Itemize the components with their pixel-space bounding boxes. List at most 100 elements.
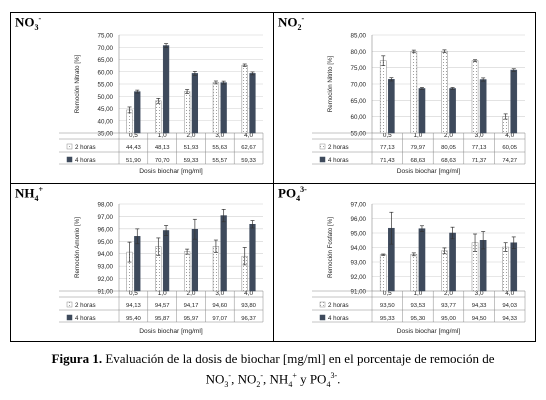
x-axis-label: Dosis biochar [mg/ml] [397,328,461,335]
y-tick-label: 70,00 [98,45,114,52]
y-tick-label: 95,00 [351,231,367,238]
x-tick-label: 0,5 [129,290,138,297]
data-label: 94,33 [472,303,487,309]
data-label: 94,57 [155,303,170,309]
bar-4-horas [134,91,141,134]
bar-2-horas [212,246,220,292]
legend-label: 2 horas [75,302,96,309]
data-label: 44,43 [126,145,141,151]
x-tick-label: 0,5 [383,132,392,139]
bar-4-horas [162,230,170,292]
data-label: 68,63 [411,158,426,164]
x-tick-label: 3,0 [215,290,224,297]
legend-label: 4 horas [328,315,349,322]
bar-4-horas [418,88,426,134]
y-tick-label: 75,00 [98,33,114,40]
bar-4-horas [249,73,256,134]
y-tick-label: 55,00 [351,131,367,138]
y-tick-label: 60,00 [351,114,367,121]
x-tick-label: 4,0 [244,290,253,297]
y-tick-label: 80,00 [351,49,367,56]
data-label: 77,13 [380,145,395,151]
bar-4-horas [220,82,227,134]
panel-phosphate: PO43- 91,00 92,00 93,00 94,00 95,00 96,00 97,0… [274,184,535,341]
panel-label: NH4+ [15,185,44,203]
x-tick-label: 3,0 [475,290,484,297]
bar-4-horas [449,232,456,292]
y-tick-label: 94,00 [351,245,367,252]
y-tick-label: 75,00 [351,65,367,72]
bar-4-horas [510,69,518,134]
legend-swatch-4-horas [319,156,326,163]
caption-label: Figura 1. [51,351,103,366]
x-axis-label: Dosis biochar [mg/ml] [139,328,203,335]
bar-4-horas [191,73,199,134]
bar-4-horas [418,228,426,292]
bar-4-horas [510,242,518,292]
bar-2-horas [410,51,418,134]
bar-2-horas [502,246,509,292]
bar-4-horas [449,88,456,134]
data-label: 94,13 [126,303,141,309]
y-tick-label: 93,00 [351,260,367,267]
y-axis-label: Remoción Amonio [%] [74,217,81,278]
data-label: 94,33 [502,316,517,322]
data-label: 93,50 [380,303,395,309]
legend-swatch-2-horas [319,143,326,150]
x-tick-label: 4,0 [505,132,514,139]
data-label: 95,33 [380,316,395,322]
panel-label: NO3- [15,14,42,32]
data-label: 59,33 [184,158,199,164]
data-label: 97,07 [212,316,227,322]
bar-4-horas [479,79,487,134]
x-tick-label: 0,5 [129,132,138,139]
bar-4-horas [249,224,256,292]
legend-swatch-4-horas [66,314,73,321]
x-tick-label: 2,0 [187,290,196,297]
data-label: 68,63 [441,158,456,164]
data-label: 94,50 [472,316,487,322]
bar-2-horas [212,82,220,134]
data-label: 95,00 [441,316,456,322]
x-tick-label: 1,0 [158,132,167,139]
bar-2-horas [471,60,479,134]
data-label: 74,27 [502,158,517,164]
y-axis-label: Remoción Nitrato [%] [74,54,81,113]
y-tick-label: 91,00 [98,289,114,296]
caption-line1: Evaluación de la dosis de biochar [mg/ml… [105,351,495,366]
chart-nitrite: 55,00 60,00 65,00 70,00 75,00 80,00 85,00 Remoc… [312,33,526,175]
panel-divider-horizontal [11,183,535,184]
bar-4-horas [220,215,227,292]
caption-line2: NO3-, NO2-, NH4+ y PO43-. [205,371,341,389]
y-tick-label: 92,00 [98,276,114,283]
figure-caption: Figura 1. Evaluación de la dosis de bioc… [10,350,536,393]
x-tick-label: 1,0 [158,290,167,297]
data-label: 48,13 [155,145,170,151]
y-tick-label: 45,00 [98,106,114,113]
data-label: 95,97 [184,316,199,322]
y-tick-label: 85,00 [351,33,367,40]
x-tick-label: 0,5 [383,290,392,297]
legend-swatch-4-horas [66,156,73,163]
y-axis-label: Remoción Fosfato [%] [327,217,334,278]
bar-2-horas [441,50,448,134]
y-tick-label: 55,00 [98,82,114,89]
data-label: 55,57 [212,158,227,164]
y-tick-label: 70,00 [351,82,367,89]
legend-label: 4 horas [75,157,96,164]
bar-2-horas [241,64,248,134]
data-label: 93,80 [241,303,256,309]
bar-2-horas [441,250,448,292]
data-label: 62,67 [241,145,256,151]
legend-swatch-2-horas [66,301,73,308]
legend-label: 4 horas [75,315,96,322]
legend-swatch-4-horas [319,314,326,321]
data-label: 71,37 [472,158,487,164]
chart-nitrate: 35,00 40,00 45,00 50,00 55,00 60,00 65,00 70,00… [59,33,264,175]
y-tick-label: 91,00 [351,289,367,296]
data-label: 95,87 [155,316,170,322]
y-tick-label: 97,00 [351,202,367,209]
panel-label: NO2- [278,14,305,32]
bar-2-horas [379,60,387,134]
y-tick-label: 97,00 [98,214,114,221]
